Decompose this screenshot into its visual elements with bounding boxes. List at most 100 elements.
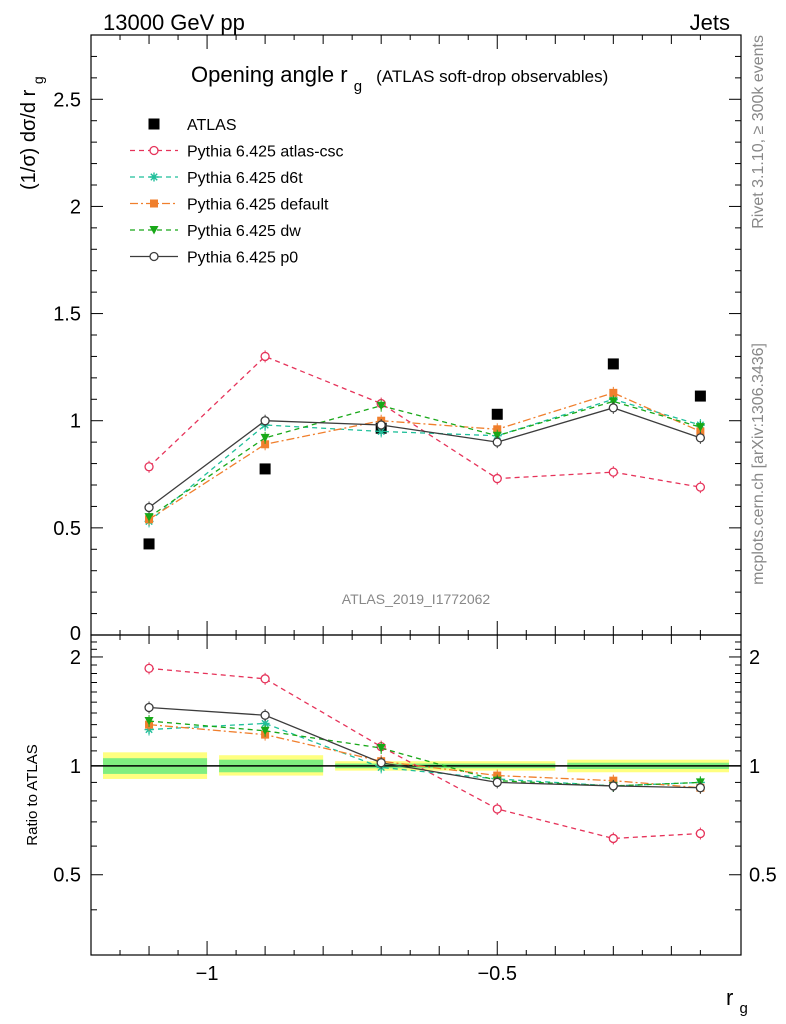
main-data-point <box>260 351 270 362</box>
ratio-y-axis-label: Ratio to ATLAS <box>24 744 41 845</box>
ratio-data-point <box>260 674 270 684</box>
ratio-data-point <box>608 833 618 844</box>
rivet-version-label: Rivet 3.1.10, ≥ 300k events <box>750 35 767 229</box>
ratio-data-point <box>608 781 618 791</box>
main-y-tick-label: 2 <box>70 196 81 218</box>
main-y-tick-label: 1 <box>70 411 81 433</box>
main-data-point <box>695 433 706 443</box>
plot-title-extra: (ATLAS soft-drop observables) <box>376 67 608 86</box>
legend-label: Pythia 6.425 default <box>187 197 329 214</box>
main-series-3 <box>145 386 705 526</box>
ratio-data-point <box>260 710 270 720</box>
ratio-y-tick-label-left: 2 <box>70 647 81 669</box>
main-series-line <box>148 407 701 509</box>
ratio-data-point <box>260 726 270 736</box>
legend-label: Pythia 6.425 atlas-csc <box>187 144 344 161</box>
main-series-line <box>148 392 701 520</box>
x-axis-label-text: r <box>726 985 733 1010</box>
ratio-data-point <box>492 777 502 788</box>
legend-item: Pythia 6.425 dw <box>130 223 301 240</box>
main-data-point <box>492 431 502 441</box>
main-y-axis-label: (1/σ) dσ/d r g <box>18 76 46 190</box>
ratio-data-point <box>260 718 270 728</box>
main-series-5 <box>144 401 706 514</box>
header-right-label: Jets <box>690 10 730 35</box>
main-data-point <box>261 440 270 449</box>
main-data-point <box>608 467 618 477</box>
legend-label: Pythia 6.425 dw <box>187 223 301 240</box>
legend-label: Pythia 6.425 d6t <box>187 170 303 187</box>
ratio-data-point <box>144 702 154 713</box>
x-tick-label: −1 <box>196 963 219 985</box>
ratio-data-point <box>376 758 386 768</box>
legend-marker <box>149 226 159 235</box>
main-data-point <box>259 463 271 475</box>
legend-marker <box>148 118 160 130</box>
ratio-series-4 <box>144 701 706 794</box>
main-series-2 <box>144 393 705 528</box>
x-axis-label-subscript: g <box>739 1000 747 1017</box>
main-data-point <box>144 513 154 522</box>
analysis-watermark: ATLAS_2019_I1772062 <box>342 591 491 607</box>
legend-label: Pythia 6.425 p0 <box>187 250 298 267</box>
ratio-y-tick-label-left: 1 <box>70 756 81 778</box>
main-data-point <box>376 420 386 430</box>
ratio-series-line <box>148 667 701 840</box>
main-series-layer <box>143 350 706 550</box>
main-data-point <box>376 401 386 411</box>
ratio-y-tick-label-left: 0.5 <box>53 865 81 887</box>
ratio-y-tick-label-right: 1 <box>749 756 760 778</box>
x-tick-label: −0.5 <box>478 963 517 985</box>
ratio-data-point <box>144 663 154 674</box>
main-data-point <box>694 390 706 402</box>
legend-item: Pythia 6.425 p0 <box>130 250 298 267</box>
ratio-y-tick-label-right: 2 <box>749 647 760 669</box>
main-data-point <box>144 462 154 472</box>
main-data-point <box>260 416 270 426</box>
legend-marker <box>149 172 159 182</box>
main-y-axis-label-subscript: g <box>30 76 46 84</box>
ratio-axis-ticks: 0.5 0.5 1 1 2 2 <box>53 641 777 956</box>
x-axis-ticks: −1 −0.5 <box>119 35 701 985</box>
ratio-series-line <box>149 722 701 787</box>
mcplots-source-label: mcplots.cern.ch [arXiv:1306.3436] <box>750 343 767 585</box>
legend-marker <box>149 145 159 156</box>
main-data-point <box>695 423 705 432</box>
ratio-series-line <box>148 706 701 789</box>
ratio-series-3 <box>144 715 705 792</box>
main-data-point <box>695 482 706 492</box>
x-axis-label: r g <box>726 985 748 1017</box>
ratio-data-point <box>376 744 386 753</box>
ratio-data-point <box>695 828 706 839</box>
legend: ATLAS Pythia 6.425 atlas-csc Pythia 6.425 … <box>130 117 344 267</box>
legend-item: ATLAS <box>148 117 237 134</box>
main-data-point <box>609 388 618 397</box>
ratio-data-point <box>492 804 502 814</box>
ratio-y-tick-label-right: 0.5 <box>749 865 777 887</box>
main-data-point <box>376 426 386 436</box>
ratio-data-point <box>144 717 154 726</box>
main-data-point <box>491 408 503 420</box>
ratio-plot-frame <box>90 634 742 956</box>
main-y-tick-label-zero: 0 <box>70 623 81 645</box>
legend-item: Pythia 6.425 d6t <box>130 170 303 187</box>
main-axis-ticks: 0.5 1 1.5 2 2.5 0 <box>53 55 741 645</box>
legend-item: Pythia 6.425 default <box>130 197 329 214</box>
main-series-4 <box>144 395 705 524</box>
ratio-series-layer <box>144 662 706 845</box>
main-data-point <box>607 358 619 370</box>
legend-marker <box>150 199 158 208</box>
main-series-line <box>148 400 701 518</box>
main-y-axis-label-text: (1/σ) dσ/d r <box>18 89 40 190</box>
main-data-point <box>143 538 155 550</box>
plot-title-main: Opening angle r <box>191 62 348 87</box>
ratio-series-line <box>148 723 701 789</box>
plot-title-subscript: g <box>354 78 362 95</box>
main-data-point <box>608 403 618 413</box>
main-data-point <box>493 425 502 434</box>
plot-title: Opening angle r g (ATLAS soft-drop obser… <box>191 62 608 96</box>
main-series-line <box>148 355 701 488</box>
main-data-point <box>492 437 502 447</box>
main-y-tick-label: 0.5 <box>53 518 81 540</box>
